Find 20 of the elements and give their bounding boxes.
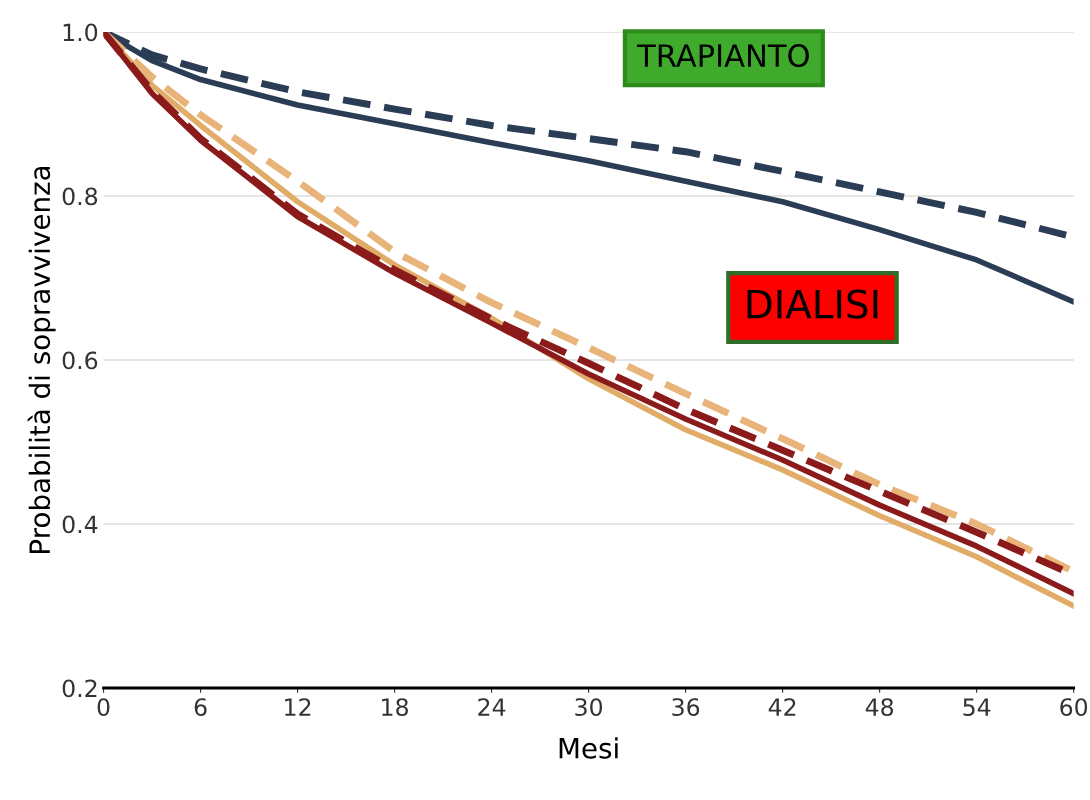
- annotation: TRAPIANTO: [637, 43, 809, 68]
- x-tick-label: 30: [575, 698, 603, 716]
- x-tick-label: 36: [672, 698, 700, 716]
- y-tick-label: 0.4: [62, 515, 98, 534]
- y-tick-label: 0.2: [62, 679, 97, 698]
- x-axis-title: Mesi: [559, 737, 618, 759]
- y-tick-label: 0.6: [62, 351, 98, 370]
- y-tick-label: 1.0: [63, 23, 98, 42]
- y-tick-label: 0.8: [62, 187, 98, 206]
- x-tick-label: 12: [285, 698, 311, 716]
- x-tick-label: 60: [1060, 698, 1088, 716]
- x-tick-label: 18: [382, 698, 408, 716]
- x-tick-label: 42: [768, 698, 796, 716]
- x-tick-label: 48: [865, 698, 894, 716]
- x-tick-label: 6: [194, 698, 207, 716]
- x-tick-label: 24: [478, 698, 506, 716]
- annotation: DIALISI: [747, 289, 878, 319]
- x-tick-label: 54: [963, 698, 991, 716]
- x-tick-label: 0: [97, 698, 110, 716]
- y-axis-title: Probabilità di sopravvivenza: [27, 166, 56, 553]
